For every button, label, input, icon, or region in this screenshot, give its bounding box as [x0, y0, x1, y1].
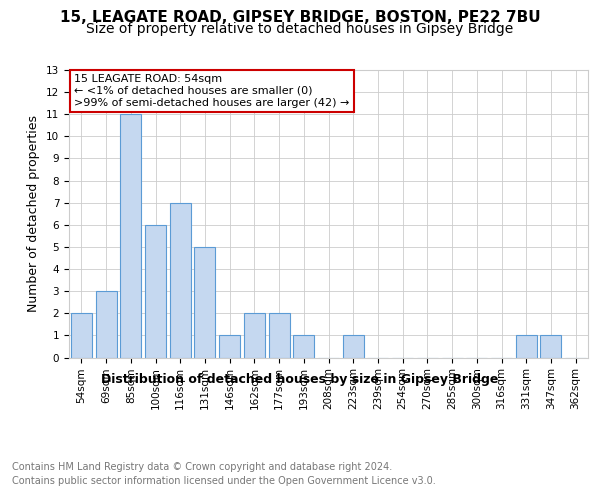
Bar: [244, 314, 265, 358]
Bar: [145, 225, 166, 358]
Text: Contains HM Land Registry data © Crown copyright and database right 2024.: Contains HM Land Registry data © Crown c…: [12, 462, 392, 472]
Bar: [71, 314, 92, 358]
Bar: [343, 336, 364, 357]
Bar: [194, 247, 215, 358]
Text: Size of property relative to detached houses in Gipsey Bridge: Size of property relative to detached ho…: [86, 22, 514, 36]
Text: 15 LEAGATE ROAD: 54sqm
← <1% of detached houses are smaller (0)
>99% of semi-det: 15 LEAGATE ROAD: 54sqm ← <1% of detached…: [74, 74, 350, 108]
Bar: [120, 114, 141, 358]
Bar: [170, 202, 191, 358]
Text: 15, LEAGATE ROAD, GIPSEY BRIDGE, BOSTON, PE22 7BU: 15, LEAGATE ROAD, GIPSEY BRIDGE, BOSTON,…: [59, 10, 541, 25]
Text: Contains public sector information licensed under the Open Government Licence v3: Contains public sector information licen…: [12, 476, 436, 486]
Bar: [219, 336, 240, 357]
Bar: [293, 336, 314, 357]
Text: Distribution of detached houses by size in Gipsey Bridge: Distribution of detached houses by size …: [101, 372, 499, 386]
Bar: [269, 314, 290, 358]
Bar: [541, 336, 562, 357]
Bar: [516, 336, 537, 357]
Bar: [95, 291, 116, 358]
Y-axis label: Number of detached properties: Number of detached properties: [28, 116, 40, 312]
